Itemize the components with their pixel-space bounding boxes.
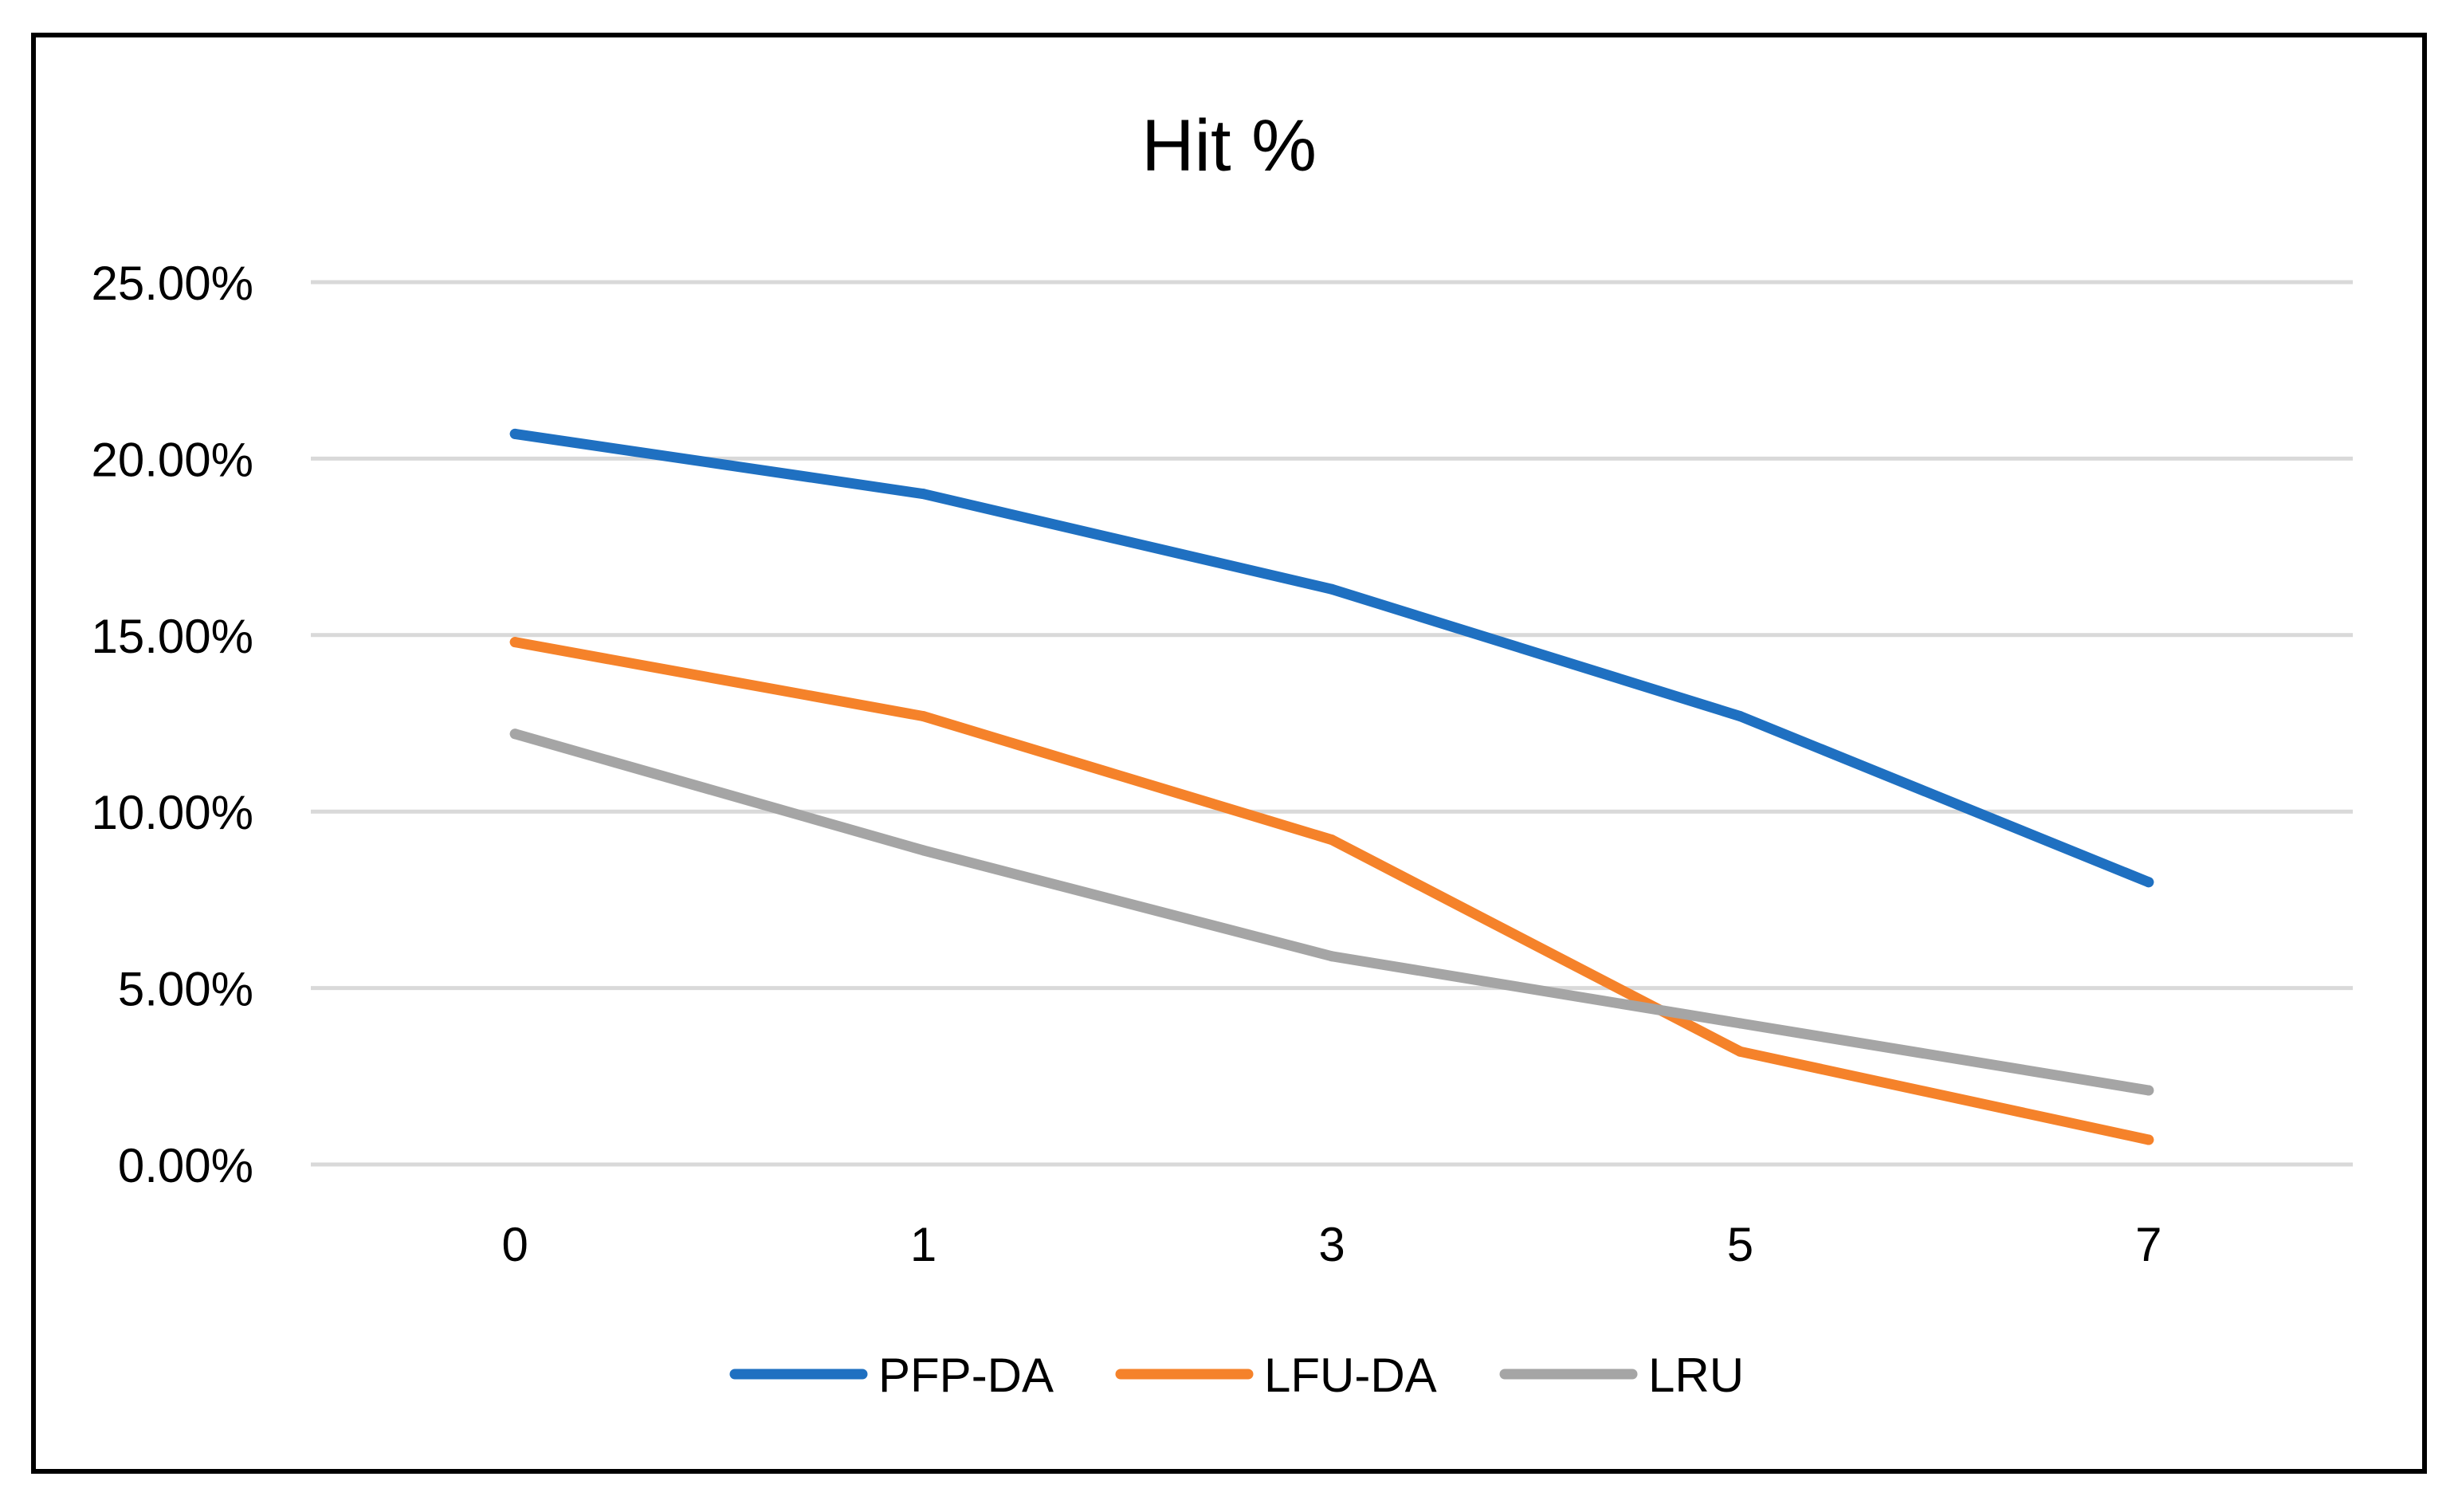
x-tick-label: 3 bbox=[1318, 1218, 1345, 1271]
y-tick-label: 10.00% bbox=[92, 786, 254, 839]
y-tick-label: 20.00% bbox=[92, 433, 254, 486]
data-point bbox=[1734, 1046, 1745, 1057]
y-axis-tick-labels: 0.00% 5.00% 10.00% 15.00% 20.00% 25.00% bbox=[92, 257, 254, 1192]
data-point bbox=[1326, 951, 1337, 962]
data-point bbox=[918, 845, 929, 856]
legend-label: LFU-DA bbox=[1264, 1349, 1437, 1402]
legend-label: LRU bbox=[1648, 1349, 1744, 1402]
data-point bbox=[1734, 1018, 1745, 1029]
chart-title: Hit % bbox=[1141, 105, 1317, 187]
data-point bbox=[918, 489, 929, 500]
series-lru bbox=[509, 729, 2154, 1096]
data-point bbox=[509, 729, 520, 740]
x-tick-label: 5 bbox=[1727, 1218, 1753, 1271]
data-point bbox=[2143, 1134, 2154, 1145]
data-point bbox=[2143, 1085, 2154, 1096]
data-point bbox=[1734, 711, 1745, 722]
y-tick-label: 15.00% bbox=[92, 610, 254, 663]
y-tick-label: 5.00% bbox=[118, 963, 253, 1016]
legend: PFP-DA LFU-DA LRU bbox=[729, 1349, 1744, 1402]
y-tick-label: 25.00% bbox=[92, 257, 254, 310]
x-tick-label: 0 bbox=[502, 1218, 528, 1271]
x-tick-label: 7 bbox=[2135, 1218, 2162, 1271]
x-axis-tick-labels: 0 1 3 5 7 bbox=[502, 1218, 2162, 1271]
data-point bbox=[918, 711, 929, 722]
data-point bbox=[509, 428, 520, 439]
y-tick-label: 0.00% bbox=[118, 1139, 253, 1192]
series-lines bbox=[509, 428, 2154, 1145]
chart-border bbox=[31, 33, 2427, 1474]
data-point bbox=[509, 637, 520, 648]
data-point bbox=[1326, 583, 1337, 595]
series-lfu-da bbox=[509, 637, 2154, 1145]
series-pfp-da bbox=[509, 428, 2154, 888]
data-point bbox=[1326, 835, 1337, 846]
legend-label: PFP-DA bbox=[878, 1349, 1054, 1402]
data-point bbox=[2143, 877, 2154, 888]
x-tick-label: 1 bbox=[910, 1218, 936, 1271]
